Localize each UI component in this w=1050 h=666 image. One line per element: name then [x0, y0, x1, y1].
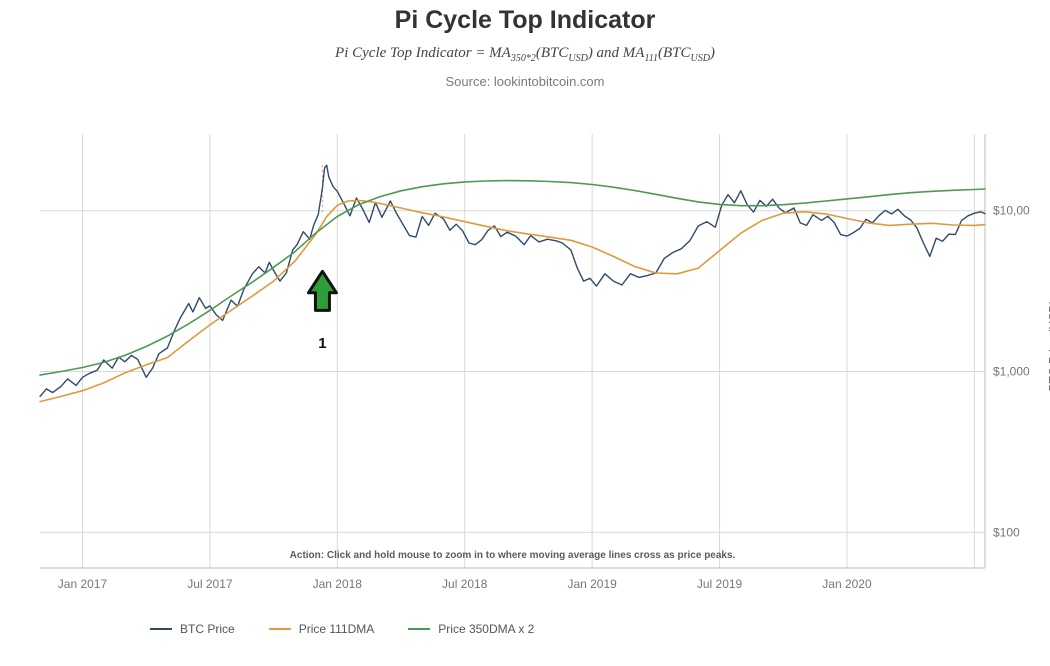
svg-text:Jan 2019: Jan 2019 [567, 577, 617, 591]
legend-label: BTC Price [180, 622, 235, 636]
legend-label: Price 111DMA [299, 622, 375, 636]
formula-sub: USD [691, 53, 710, 64]
legend-swatch [269, 628, 291, 630]
chart-legend: BTC Price Price 111DMA Price 350DMA x 2 [150, 622, 534, 636]
formula-sub: 111 [644, 53, 658, 64]
svg-text:Jan 2017: Jan 2017 [58, 577, 108, 591]
y-axis-title: BTC Price (USD) [1046, 300, 1050, 391]
legend-swatch [408, 628, 430, 630]
chart-hint: Action: Click and hold mouse to zoom in … [290, 550, 736, 561]
svg-text:$10,000: $10,000 [993, 204, 1030, 218]
annotation-label: 1 [318, 335, 326, 352]
formula-sub: USD [568, 53, 587, 64]
formula-sub: 350*2 [511, 53, 536, 64]
formula-text: Pi Cycle Top Indicator = MA [335, 45, 511, 61]
chart-area[interactable]: Jan 2017 Jul 2017 Jan 2018 Jul 2018 Jan 2019… [30, 128, 1030, 598]
svg-text:Jan 2020: Jan 2020 [822, 577, 872, 591]
legend-item: Price 350DMA x 2 [408, 622, 534, 636]
svg-text:$100: $100 [993, 525, 1020, 539]
formula-text: ) [710, 45, 715, 61]
formula-text: ) and MA [588, 45, 645, 61]
legend-item: Price 111DMA [269, 622, 375, 636]
svg-text:Jul 2019: Jul 2019 [697, 577, 743, 591]
chart-title: Pi Cycle Top Indicator [0, 0, 1050, 35]
legend-item: BTC Price [150, 622, 235, 636]
svg-text:Jan 2018: Jan 2018 [313, 577, 363, 591]
formula-text: (BTC [658, 45, 691, 61]
legend-swatch [150, 628, 172, 630]
svg-text:Jul 2018: Jul 2018 [442, 577, 488, 591]
svg-text:Jul 2017: Jul 2017 [187, 577, 233, 591]
formula-text: (BTC [536, 45, 569, 61]
svg-text:$1,000: $1,000 [993, 365, 1030, 379]
chart-formula: Pi Cycle Top Indicator = MA350*2(BTCUSD)… [0, 45, 1050, 64]
legend-label: Price 350DMA x 2 [438, 622, 534, 636]
chart-svg[interactable]: Jan 2017 Jul 2017 Jan 2018 Jul 2018 Jan 2019… [30, 128, 1030, 598]
chart-source: Source: lookintobitcoin.com [0, 74, 1050, 89]
